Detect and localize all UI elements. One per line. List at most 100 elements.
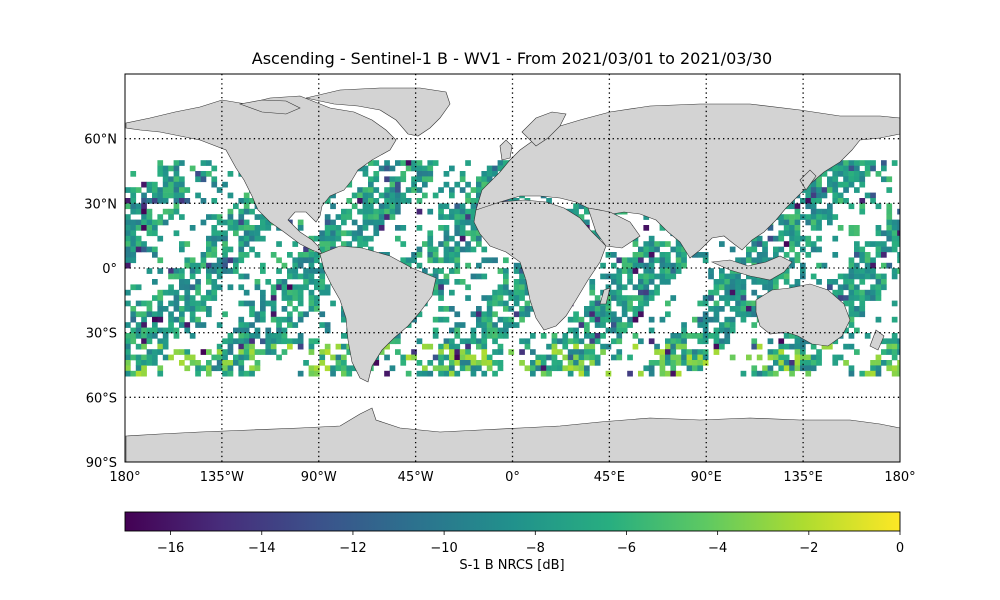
nrcs-cell <box>881 246 887 253</box>
nrcs-cell <box>762 252 768 258</box>
nrcs-cell <box>157 165 164 172</box>
nrcs-cell <box>481 257 488 264</box>
nrcs-cell <box>330 300 336 307</box>
nrcs-cell <box>330 241 336 247</box>
nrcs-cell <box>665 252 671 258</box>
nrcs-cell <box>729 316 736 323</box>
nrcs-cell <box>297 370 304 377</box>
nrcs-cell <box>368 219 374 226</box>
nrcs-cell <box>362 225 369 231</box>
nrcs-cell <box>827 343 833 350</box>
nrcs-cell <box>870 284 876 291</box>
nrcs-cell <box>540 365 547 372</box>
nrcs-cell <box>211 241 218 247</box>
nrcs-cell <box>557 365 563 372</box>
nrcs-cell <box>832 165 839 172</box>
nrcs-cell <box>243 338 250 345</box>
nrcs-cell <box>492 360 498 366</box>
nrcs-cell <box>848 176 855 183</box>
nrcs-cell <box>611 273 617 280</box>
nrcs-cell <box>254 365 261 372</box>
nrcs-cell <box>130 192 137 199</box>
nrcs-cell <box>573 333 579 339</box>
nrcs-cell <box>897 365 900 372</box>
nrcs-cell <box>832 279 839 285</box>
nrcs-cell <box>384 208 390 215</box>
nrcs-cell <box>189 284 196 291</box>
nrcs-cell <box>503 160 509 166</box>
nrcs-cell <box>179 322 185 328</box>
nrcs-cell <box>530 333 536 339</box>
nrcs-cell <box>897 230 900 237</box>
nrcs-cell <box>378 208 385 215</box>
nrcs-cell <box>832 235 839 242</box>
nrcs-cell <box>605 343 612 350</box>
nrcs-cell <box>432 192 439 199</box>
nrcs-cell <box>195 284 201 291</box>
nrcs-cell <box>503 306 509 312</box>
nrcs-cell <box>465 343 471 350</box>
nrcs-cell <box>314 370 320 377</box>
nrcs-cell <box>686 360 693 366</box>
nrcs-cell <box>222 262 228 269</box>
nrcs-cell <box>254 235 261 242</box>
nrcs-cell <box>308 268 315 274</box>
nrcs-cell <box>648 262 655 269</box>
nrcs-cell <box>616 333 623 339</box>
nrcs-cell <box>486 316 493 323</box>
nrcs-cell <box>125 360 131 366</box>
nrcs-cell <box>314 284 320 291</box>
nrcs-cell <box>222 365 228 372</box>
nrcs-cell <box>513 268 520 274</box>
nrcs-cell <box>211 235 218 242</box>
nrcs-cell <box>405 160 412 166</box>
nrcs-cell <box>643 246 650 253</box>
nrcs-cell <box>270 252 277 258</box>
nrcs-cell <box>179 311 185 318</box>
nrcs-cell <box>719 241 725 247</box>
nrcs-cell <box>546 343 552 350</box>
nrcs-cell <box>260 214 266 220</box>
nrcs-cell <box>638 279 644 285</box>
nrcs-cell <box>519 273 525 280</box>
nrcs-cell <box>638 295 644 301</box>
nrcs-cell <box>179 246 185 253</box>
nrcs-cell <box>395 198 401 204</box>
nrcs-cell <box>627 295 633 301</box>
nrcs-cell <box>216 187 223 193</box>
nrcs-cell <box>821 187 828 193</box>
nrcs-cell <box>335 230 342 237</box>
nrcs-cell <box>319 246 326 253</box>
nrcs-cell <box>843 160 849 166</box>
nrcs-cell <box>459 225 466 231</box>
nrcs-cell <box>216 268 223 274</box>
nrcs-cell <box>886 360 893 366</box>
nrcs-cell <box>378 192 385 199</box>
nrcs-cell <box>557 360 563 366</box>
nrcs-cell <box>659 252 666 258</box>
nrcs-cell <box>530 349 536 355</box>
nrcs-cell <box>324 365 331 372</box>
nrcs-cell <box>368 181 374 188</box>
nrcs-cell <box>859 160 866 166</box>
nrcs-cell <box>567 360 574 366</box>
nrcs-cell <box>330 219 336 226</box>
nrcs-cell <box>135 354 142 361</box>
nrcs-cell <box>692 333 698 339</box>
nrcs-cell <box>227 360 234 366</box>
nrcs-cell <box>503 327 509 334</box>
nrcs-cell <box>789 333 795 339</box>
nrcs-cell <box>503 300 509 307</box>
nrcs-cell <box>459 279 466 285</box>
nrcs-cell <box>454 311 461 318</box>
nrcs-cell <box>756 370 763 377</box>
nrcs-cell <box>443 246 450 253</box>
nrcs-cell <box>778 343 785 350</box>
nrcs-cell <box>476 230 482 237</box>
nrcs-cell <box>405 198 412 204</box>
nrcs-cell <box>778 235 785 242</box>
nrcs-cell <box>254 252 261 258</box>
nrcs-cell <box>481 273 488 280</box>
nrcs-cell <box>200 262 207 269</box>
nrcs-cell <box>486 322 493 328</box>
